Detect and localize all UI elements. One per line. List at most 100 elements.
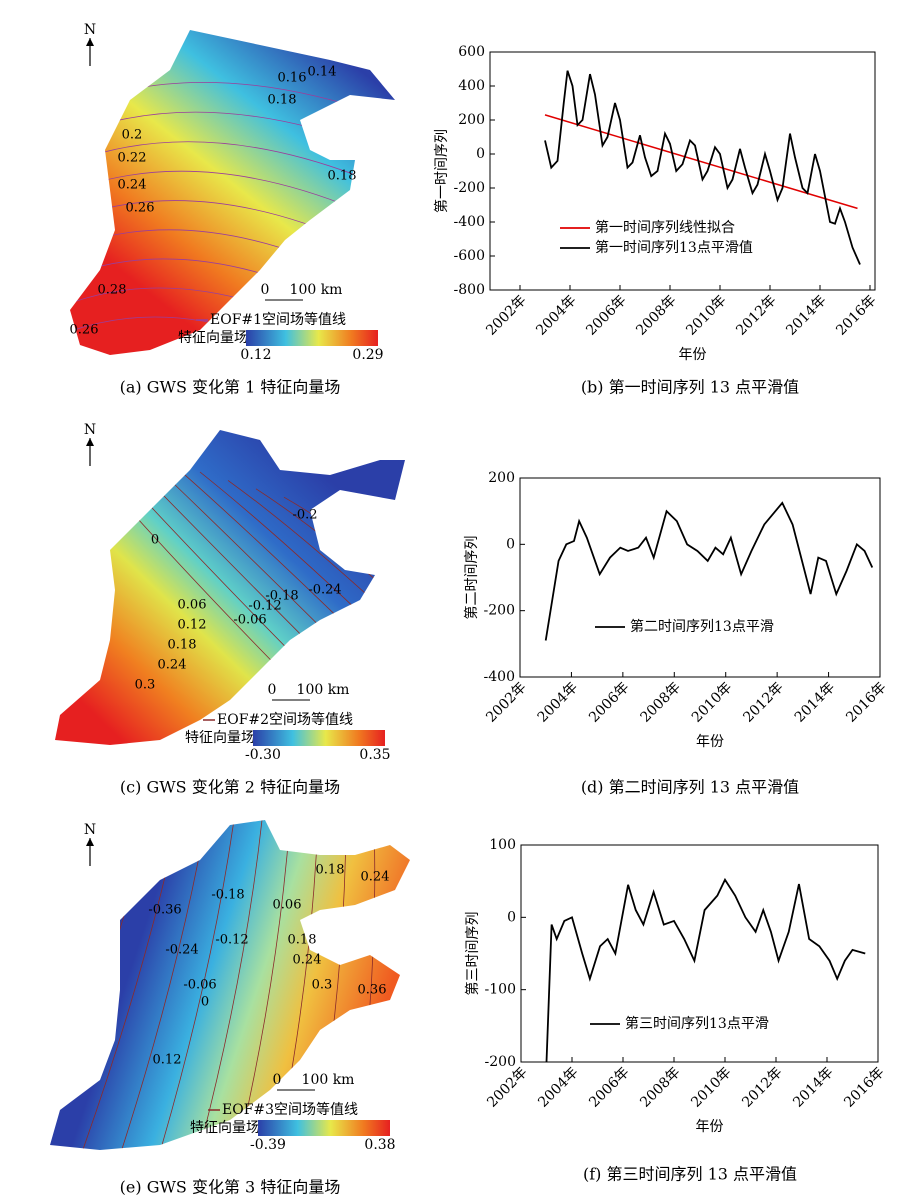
caption: (a) GWS 变化第 1 特征向量场 [120, 378, 341, 397]
colorbar [253, 730, 385, 746]
colorbar-min: -0.30 [245, 747, 281, 763]
contour-label: 0.18 [168, 638, 197, 653]
y-tick-label: 400 [458, 78, 485, 94]
contour-label: -0.24 [308, 583, 341, 598]
x-tick-label: 2006年 [586, 679, 632, 725]
map-region [55, 430, 405, 745]
north-label: N [84, 422, 96, 438]
contour-label: 0.06 [273, 898, 302, 913]
contour-label: 0.26 [126, 201, 155, 216]
x-tick-label: 2002年 [483, 292, 529, 338]
contour-label: 0.24 [293, 953, 322, 968]
map-region [50, 820, 410, 1150]
caption: (b) 第一时间序列 13 点平滑值 [581, 378, 799, 397]
contour-label: 0.3 [312, 978, 333, 993]
x-tick-label: 2016年 [841, 1064, 887, 1110]
contour-label: 0.24 [118, 178, 147, 193]
colorbar-title: 特征向量场 [178, 330, 248, 346]
contour-label: -0.12 [248, 599, 281, 614]
y-tick-label: -800 [454, 282, 485, 298]
contour-label: -0.24 [165, 943, 198, 958]
contour-label: -0.06 [183, 978, 216, 993]
series-line [544, 70, 861, 265]
y-tick-label: -400 [454, 214, 485, 230]
series-line [544, 114, 858, 210]
x-tick-label: 2010年 [688, 1064, 734, 1110]
x-tick-label: 2002年 [483, 679, 529, 725]
scale-label: 100 km [302, 1072, 355, 1088]
contour-label: 0.06 [178, 598, 207, 613]
north-label: N [84, 22, 96, 38]
contour-label: -0.36 [148, 903, 181, 918]
series-group [545, 877, 866, 1063]
caption: (c) GWS 变化第 2 特征向量场 [120, 778, 340, 797]
y-tick-label: -200 [485, 1054, 516, 1070]
caption: (e) GWS 变化第 3 特征向量场 [120, 1178, 341, 1196]
contour-label: 0.2 [122, 128, 143, 143]
x-tick-label: 2014年 [783, 292, 829, 338]
y-tick-label: 100 [489, 837, 516, 853]
contour-line [196, 820, 263, 1150]
scale-label: 100 km [297, 682, 350, 698]
colorbar [246, 330, 378, 346]
x-tick-label: 2008年 [637, 1064, 683, 1110]
plot-frame [519, 477, 881, 678]
contour-label: 0.36 [358, 983, 387, 998]
contour-line [199, 471, 405, 721]
legend-text: EOF#3空间场等值线 [222, 1101, 358, 1118]
x-tick-label: 2014年 [790, 1064, 836, 1110]
plot-frame [520, 844, 879, 1063]
caption: (d) 第二时间序列 13 点平滑值 [581, 778, 799, 797]
contour-label: -0.18 [265, 589, 298, 604]
colorbar [258, 1120, 390, 1136]
series-group [544, 70, 861, 265]
y-tick-label: -400 [484, 669, 515, 685]
contour-label: 0.3 [135, 678, 156, 693]
legend-text: EOF#2空间场等值线 [217, 711, 353, 728]
y-tick-label: -600 [454, 248, 485, 264]
legend-text: EOF#1空间场等值线 [210, 311, 346, 328]
y-tick-label: 200 [488, 470, 515, 486]
contour-line [118, 820, 207, 1150]
north-label: N [84, 822, 96, 838]
x-tick-label: 2012年 [733, 292, 779, 338]
contour-label: -0.18 [211, 888, 244, 903]
y-axis-label: 第一时间序列 [433, 129, 450, 213]
x-tick-label: 2010年 [683, 292, 729, 338]
x-axis-label: 年份 [696, 1119, 724, 1135]
legend-label: 第二时间序列13点平滑 [630, 618, 774, 635]
contour-label: 0.16 [278, 71, 307, 86]
colorbar-max: 0.29 [352, 347, 383, 363]
contour-label: 0 [201, 995, 209, 1010]
contour-label: 0.24 [361, 870, 390, 885]
x-axis-label: 年份 [679, 347, 707, 363]
series-group [544, 501, 874, 641]
colorbar-max: 0.35 [359, 747, 390, 763]
x-tick-label: 2014年 [792, 679, 838, 725]
x-tick-label: 2016年 [843, 679, 889, 725]
legend-label: 第一时间序列线性拟合 [595, 219, 735, 236]
contour-label: 0.12 [153, 1053, 182, 1068]
contour-label: 0 [151, 533, 159, 548]
colorbar-title: 特征向量场 [190, 1120, 260, 1136]
contour-label: 0.26 [70, 323, 99, 338]
contour-label: -0.06 [233, 613, 266, 628]
chart: -800 -600 -400 -200 0 200 400 600 2002年 2004年 2006… [433, 44, 880, 397]
colorbar-title: 特征向量场 [185, 730, 255, 746]
caption: (f) 第三时间序列 13 点平滑值 [583, 1165, 797, 1184]
north-arrow-head [86, 838, 94, 846]
x-tick-label: 2004年 [533, 292, 579, 338]
contour-label: 0.18 [268, 93, 297, 108]
contour-label: 0.24 [158, 658, 187, 673]
legend-label: 第一时间序列13点平滑值 [595, 239, 753, 256]
contour-label: 0.22 [118, 151, 147, 166]
y-tick-label: 0 [506, 536, 515, 552]
x-tick-label: 2006年 [583, 292, 629, 338]
map-panel: -0.36 -0.18 0.06 0.18 0.24 -0.24 -0.12 -0.06 0 0.… [50, 820, 410, 1196]
map-panel: 0.140.16 0.18 0.2 0.22 0.24 0.26 0.28 0.26 0.18 N… [70, 22, 395, 397]
contour-label: 0.12 [178, 618, 207, 633]
north-arrow-head [86, 38, 94, 46]
